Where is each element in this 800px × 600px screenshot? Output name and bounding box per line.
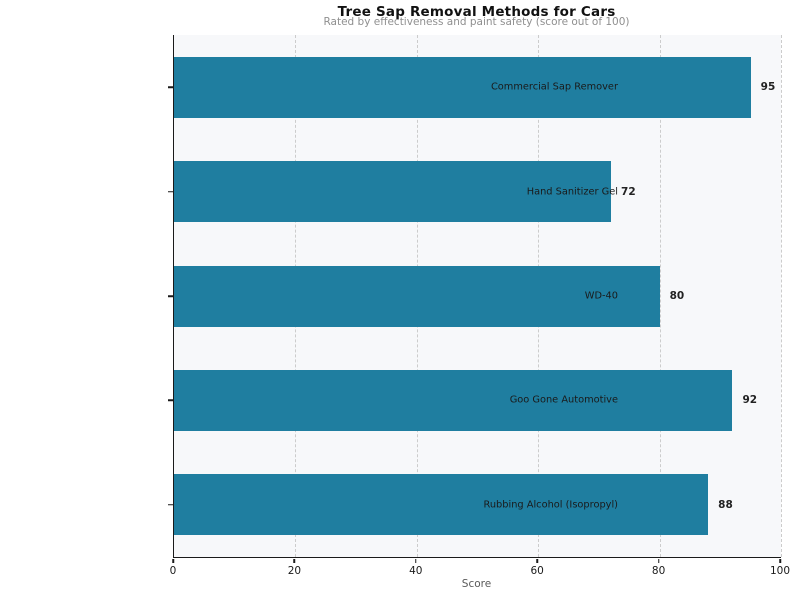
bar — [174, 161, 612, 223]
y-tick-label: Rubbing Alcohol (Isopropyl) — [483, 499, 618, 511]
x-tick-mark — [536, 558, 538, 563]
y-tick-label: Hand Sanitizer Gel — [526, 186, 618, 198]
chart-subtitle: Rated by effectiveness and paint safety … — [323, 16, 630, 28]
y-tick-label: Goo Gone Automotive — [509, 394, 618, 406]
x-tick-mark — [657, 558, 660, 563]
x-tick-mark — [415, 558, 417, 563]
x-tick-label: 60 — [530, 565, 544, 577]
y-tick-label: WD-40 — [584, 290, 618, 302]
chart-title: Tree Sap Removal Methods for Cars — [337, 4, 616, 20]
bar — [174, 369, 733, 431]
plot-area: 95 72 80 92 88 — [173, 35, 782, 558]
bar-value-label: 92 — [742, 394, 758, 407]
y-tick-mark — [168, 190, 173, 193]
y-tick-mark — [168, 295, 173, 297]
y-tick-label: Commercial Sap Remover — [490, 81, 618, 93]
x-tick-label: 100 — [769, 565, 791, 577]
bar — [174, 56, 751, 118]
gridline-x80 — [659, 35, 661, 557]
y-tick-mark — [168, 86, 173, 88]
x-axis-label: Score — [461, 578, 492, 590]
x-tick-label: 40 — [409, 565, 423, 577]
x-tick-mark — [172, 558, 174, 563]
bar-value-label: 88 — [718, 498, 733, 511]
bar — [174, 265, 660, 327]
bar-value-label: 72 — [621, 185, 636, 198]
gridline-x100 — [781, 35, 782, 557]
y-tick-mark — [168, 504, 173, 506]
x-tick-mark — [293, 558, 296, 563]
x-tick-mark — [779, 558, 781, 563]
x-tick-label: 0 — [169, 565, 177, 577]
x-tick-label: 20 — [287, 565, 302, 577]
bar-value-label: 95 — [760, 81, 776, 94]
bar — [174, 474, 709, 536]
bar-value-label: 80 — [669, 290, 685, 302]
y-tick-mark — [168, 399, 173, 402]
x-tick-label: 80 — [651, 565, 666, 577]
